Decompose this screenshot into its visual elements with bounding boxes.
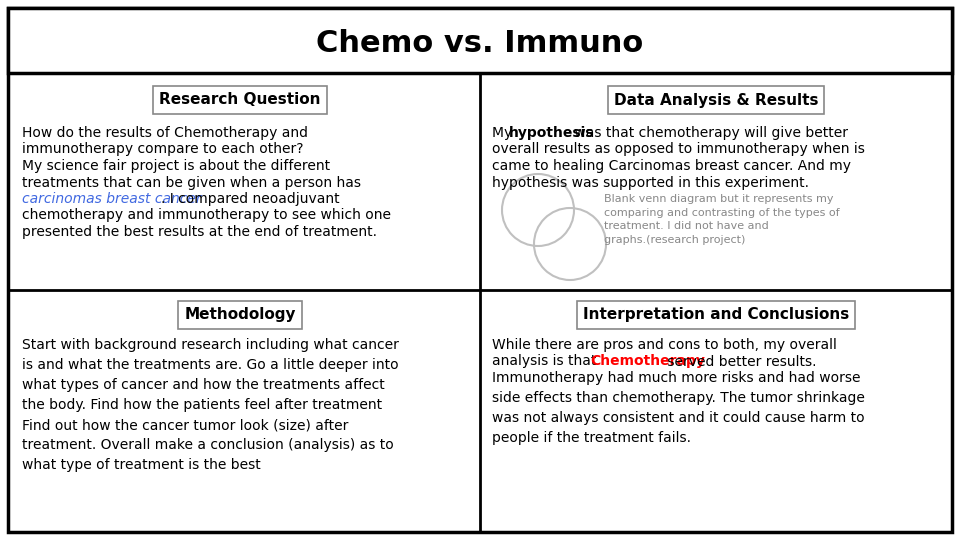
Text: overall results as opposed to immunotherapy when is: overall results as opposed to immunother… <box>492 143 865 157</box>
FancyBboxPatch shape <box>8 8 952 532</box>
Text: Data Analysis & Results: Data Analysis & Results <box>613 92 818 107</box>
Text: How do the results of Chemotherapy and: How do the results of Chemotherapy and <box>22 126 308 140</box>
Text: was that chemotherapy will give better: was that chemotherapy will give better <box>569 126 848 140</box>
Text: Research Question: Research Question <box>159 92 321 107</box>
Text: carcinomas breast cancer: carcinomas breast cancer <box>22 192 202 206</box>
Text: My: My <box>492 126 516 140</box>
Text: immunotherapy compare to each other?: immunotherapy compare to each other? <box>22 143 303 157</box>
Text: . I compared neoadjuvant: . I compared neoadjuvant <box>160 192 339 206</box>
Text: Chemotherapy: Chemotherapy <box>590 354 706 368</box>
Text: treatments that can be given when a person has: treatments that can be given when a pers… <box>22 176 361 190</box>
Text: Immunotherapy had much more risks and had worse
side effects than chemotherapy. : Immunotherapy had much more risks and ha… <box>492 371 865 445</box>
Text: Start with background research including what cancer
is and what the treatments : Start with background research including… <box>22 338 398 472</box>
Text: served better results.: served better results. <box>663 354 817 368</box>
Text: Methodology: Methodology <box>184 307 296 322</box>
Text: came to healing Carcinomas breast cancer. And my: came to healing Carcinomas breast cancer… <box>492 159 851 173</box>
Text: While there are pros and cons to both, my overall: While there are pros and cons to both, m… <box>492 338 837 352</box>
Text: Interpretation and Conclusions: Interpretation and Conclusions <box>583 307 850 322</box>
Text: presented the best results at the end of treatment.: presented the best results at the end of… <box>22 225 377 239</box>
Text: hypothesis: hypothesis <box>509 126 594 140</box>
Text: hypothesis was supported in this experiment.: hypothesis was supported in this experim… <box>492 176 809 190</box>
Text: Blank venn diagram but it represents my
comparing and contrasting of the types o: Blank venn diagram but it represents my … <box>604 194 840 245</box>
Text: My science fair project is about the different: My science fair project is about the dif… <box>22 159 330 173</box>
Text: Chemo vs. Immuno: Chemo vs. Immuno <box>317 30 643 58</box>
Text: chemotherapy and immunotherapy to see which one: chemotherapy and immunotherapy to see wh… <box>22 208 391 222</box>
FancyBboxPatch shape <box>8 8 952 73</box>
Text: analysis is that: analysis is that <box>492 354 601 368</box>
